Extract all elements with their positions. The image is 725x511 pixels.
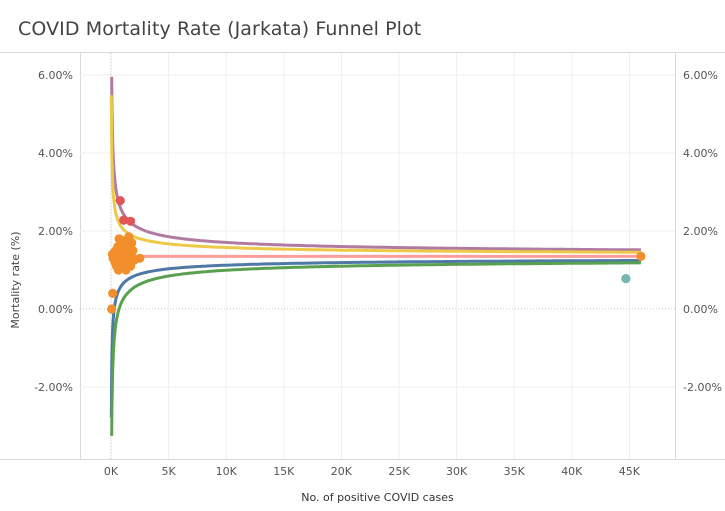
right-pane-border [675, 53, 676, 459]
x-tick-label: 10K [216, 465, 238, 478]
data-point [128, 245, 138, 256]
data-point [107, 304, 117, 314]
right-y-tick-label: 0.00% [683, 303, 718, 316]
left-pane-border [80, 53, 81, 459]
funnel-line-upper_95 [109, 95, 641, 254]
x-axis-label: No. of positive COVID cases [301, 491, 454, 504]
chart-title: COVID Mortality Rate (Jarkata) Funnel Pl… [18, 18, 422, 40]
title-divider [0, 52, 725, 53]
x-tick-label: 35K [504, 465, 526, 478]
y-tick-label: 0.00% [38, 303, 73, 316]
data-point [126, 216, 136, 226]
x-tick-label: 40K [561, 465, 583, 478]
data-point [119, 215, 129, 225]
right-y-tick-label: -2.00% [683, 381, 722, 394]
x-tick-label: 0K [104, 465, 119, 478]
x-tick-label: 30K [446, 465, 468, 478]
y-tick-label: 6.00% [38, 69, 73, 82]
funnel-line-lower_95 [109, 259, 641, 418]
funnel-lines [109, 76, 641, 436]
x-tick-label: 15K [273, 465, 295, 478]
data-point [127, 238, 137, 248]
x-tick-label: 25K [388, 465, 410, 478]
funnel-line-upper_99 [110, 76, 641, 252]
data-point [636, 251, 646, 261]
data-point [108, 288, 118, 298]
tick-labels: 0K 5K 10K 15K 20K 25K 30K 35K 40K 45K -2.00% -2.00%… [34, 69, 722, 478]
right-y-tick-label: 2.00% [683, 225, 718, 238]
data-points [107, 196, 646, 314]
data-point [135, 253, 145, 263]
right-y-tick-label: 6.00% [683, 69, 718, 82]
x-tick-label: 20K [331, 465, 353, 478]
y-tick-label: 4.00% [38, 147, 73, 160]
y-tick-label: 2.00% [38, 225, 73, 238]
data-point [621, 274, 631, 284]
x-tick-label: 5K [161, 465, 176, 478]
data-point [113, 265, 124, 275]
y-tick-label: -2.00% [34, 381, 73, 394]
right-y-tick-label: 4.00% [683, 147, 718, 160]
x-axis-border [0, 459, 725, 460]
y-axis-label: Mortality rate (%) [9, 231, 22, 329]
data-point [115, 196, 125, 206]
x-tick-label: 45K [619, 465, 641, 478]
funnel-line-lower_99 [110, 261, 641, 436]
